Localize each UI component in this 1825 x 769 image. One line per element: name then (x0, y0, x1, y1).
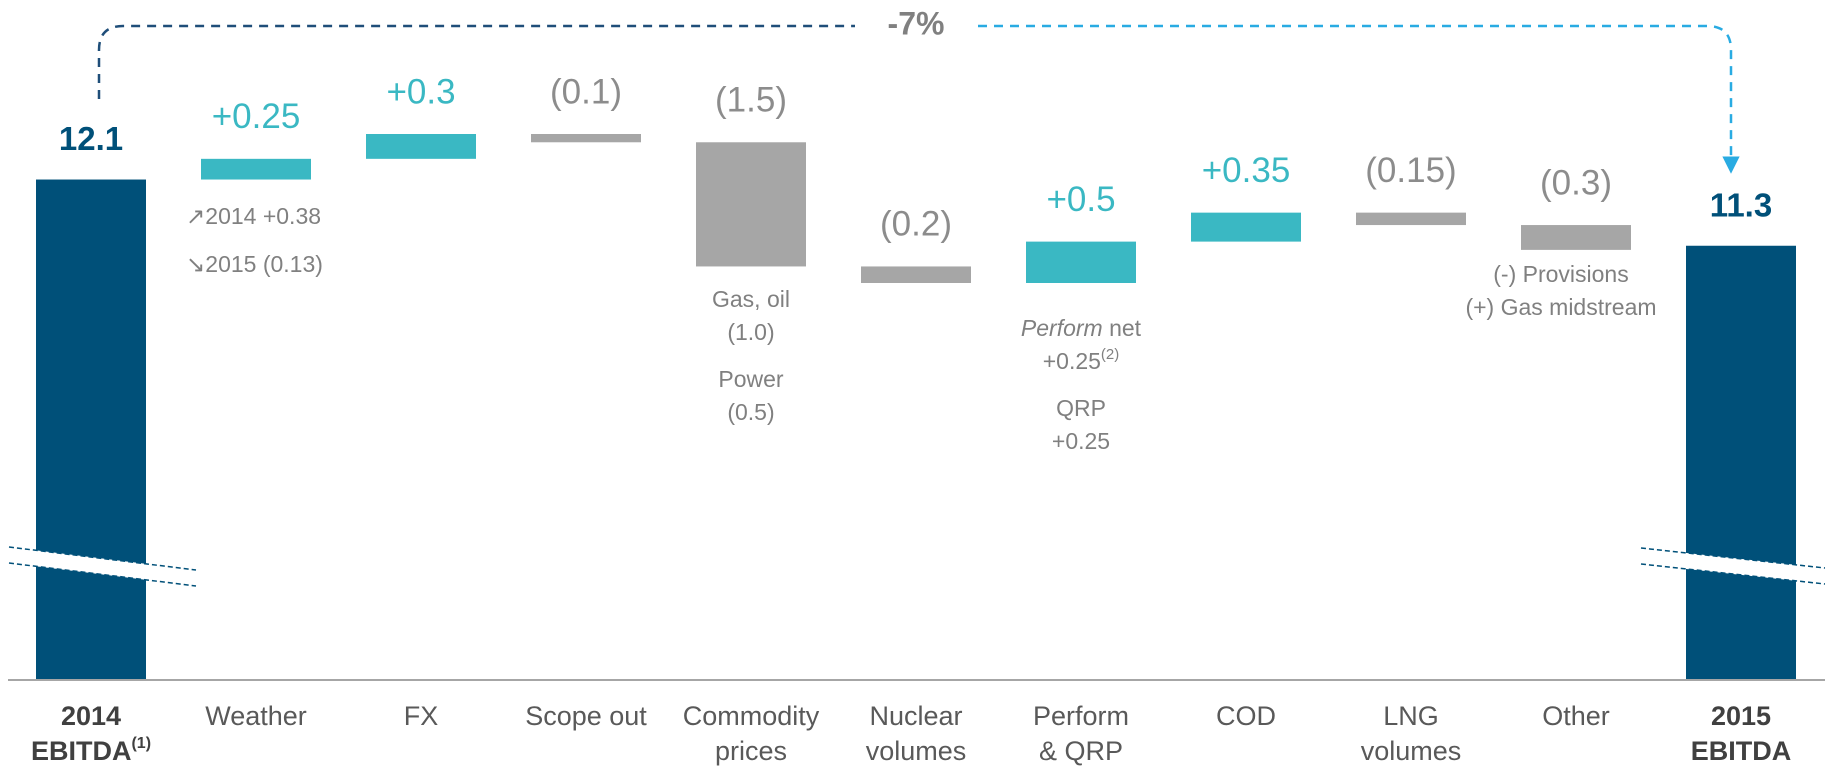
bars (36, 134, 1796, 680)
category-label: 2015 (1711, 701, 1771, 731)
value-label: +0.35 (1202, 151, 1291, 190)
total-bar (1686, 245, 1796, 680)
category-label: Weather (205, 701, 307, 731)
category-text: Commodity (683, 701, 820, 731)
category-label: Scope out (525, 701, 647, 731)
change-bar (861, 266, 971, 283)
annotation: (+) Gas midstream (1465, 294, 1656, 320)
footnote-ref: (2) (1101, 346, 1119, 363)
change-bar (366, 134, 476, 159)
annotation: (0.5) (727, 399, 774, 425)
change-bar (1356, 212, 1466, 226)
category-text: volumes (866, 736, 967, 766)
value-label: (0.2) (880, 205, 952, 244)
category-text: prices (715, 736, 787, 766)
category-label: EBITDA(1) (31, 735, 151, 766)
category-text: COD (1216, 701, 1276, 731)
annotation-text: net (1103, 315, 1142, 341)
total-bar (36, 179, 146, 680)
value-label: (0.1) (550, 72, 622, 111)
annotation: ↘2015 (0.13) (186, 251, 323, 277)
value-label: (0.15) (1365, 151, 1456, 190)
category-label: prices (715, 736, 787, 766)
annotation: (1.0) (727, 319, 774, 345)
annotation: QRP (1056, 395, 1106, 421)
change-bar (696, 142, 806, 267)
change-bar (201, 158, 311, 180)
annotation-text: +0.25 (1043, 348, 1101, 374)
category-label: Other (1542, 701, 1610, 731)
category-text: Weather (205, 701, 307, 731)
change-bar (1026, 241, 1136, 283)
annotation-italic: Perform (1021, 315, 1103, 341)
category-text: Other (1542, 701, 1610, 731)
value-label: 12.1 (59, 120, 123, 157)
category-label: & QRP (1039, 736, 1123, 766)
category-text: FX (404, 701, 439, 731)
category-text: EBITDA (1691, 736, 1792, 766)
annotation: Gas, oil (712, 286, 790, 312)
category-text: LNG (1383, 701, 1439, 731)
change-bar (1521, 225, 1631, 250)
category-text: Scope out (525, 701, 647, 731)
change-bar (531, 134, 641, 143)
axis-break-left (8, 546, 197, 587)
annotation: ↗2014 +0.38 (186, 203, 321, 229)
value-label: +0.25 (212, 97, 301, 136)
value-label: (1.5) (715, 81, 787, 120)
category-text: & QRP (1039, 736, 1123, 766)
category-text: Nuclear (869, 701, 962, 731)
category-label: LNG (1383, 701, 1439, 731)
category-label: 2014 (61, 701, 121, 731)
category-text: 2015 (1711, 701, 1771, 731)
annotation: (-) Provisions (1493, 261, 1628, 287)
change-arrow (978, 24, 1740, 174)
annotation: +0.25 (1052, 428, 1110, 454)
category-text: volumes (1361, 736, 1462, 766)
change-label: -7% (888, 5, 945, 41)
annotation: Power (718, 366, 784, 392)
change-connector (97, 24, 855, 99)
footnote-ref: (1) (131, 735, 151, 752)
category-label: Perform (1033, 701, 1129, 731)
value-label: 11.3 (1710, 186, 1772, 223)
value-label: +0.5 (1046, 180, 1115, 219)
change-bar (1191, 212, 1301, 242)
category-label: Commodity (683, 701, 820, 731)
category-text: EBITDA (31, 736, 132, 766)
annotation: Perform net (1021, 315, 1142, 341)
category-label: volumes (866, 736, 967, 766)
category-label: volumes (1361, 736, 1462, 766)
category-text: Perform (1033, 701, 1129, 731)
category-label: Nuclear (869, 701, 962, 731)
category-label: EBITDA (1691, 736, 1792, 766)
category-label: FX (404, 701, 439, 731)
value-label: (0.3) (1540, 163, 1612, 202)
category-label: COD (1216, 701, 1276, 731)
category-text: 2014 (61, 701, 121, 731)
axis-break-right (1640, 547, 1825, 585)
value-label: +0.3 (386, 72, 455, 111)
annotation: +0.25(2) (1043, 346, 1120, 374)
